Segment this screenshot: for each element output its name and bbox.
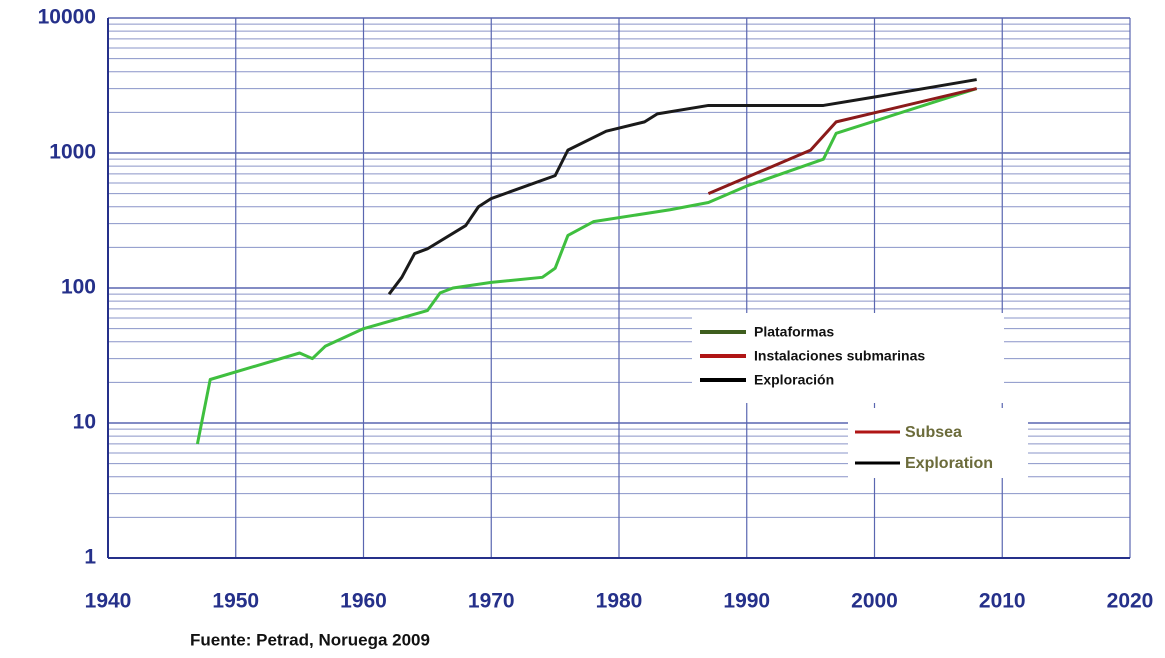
x-tick-label: 1940 [85,590,132,613]
data-line [195,87,978,445]
x-tick-label: 1960 [340,590,387,613]
legend-label: Plataformas [754,324,834,340]
x-tick-label: 1950 [212,590,259,613]
data-line [707,87,978,196]
x-tick-label: 1970 [468,590,515,613]
background-legend-label: Subsea [905,424,962,441]
x-tick-label: 2000 [851,590,898,613]
background-legend-box [848,408,1028,478]
y-tick-label: 10000 [38,6,96,29]
data-line [387,78,977,296]
x-tick-label: 2010 [979,590,1026,613]
background-legend-label: Exploration [905,455,993,472]
source-note: Fuente: Petrad, Noruega 2009 [190,630,430,649]
legend-label: Instalaciones submarinas [754,348,925,364]
x-tick-label: 2020 [1107,590,1154,613]
y-tick-label: 100 [61,276,96,299]
y-tick-label: 1000 [49,141,96,164]
x-tick-label: 1990 [723,590,770,613]
x-tick-label: 1980 [596,590,643,613]
y-tick-label: 1 [84,546,96,569]
legend-label: Exploración [754,372,834,388]
y-tick-label: 10 [73,411,96,434]
